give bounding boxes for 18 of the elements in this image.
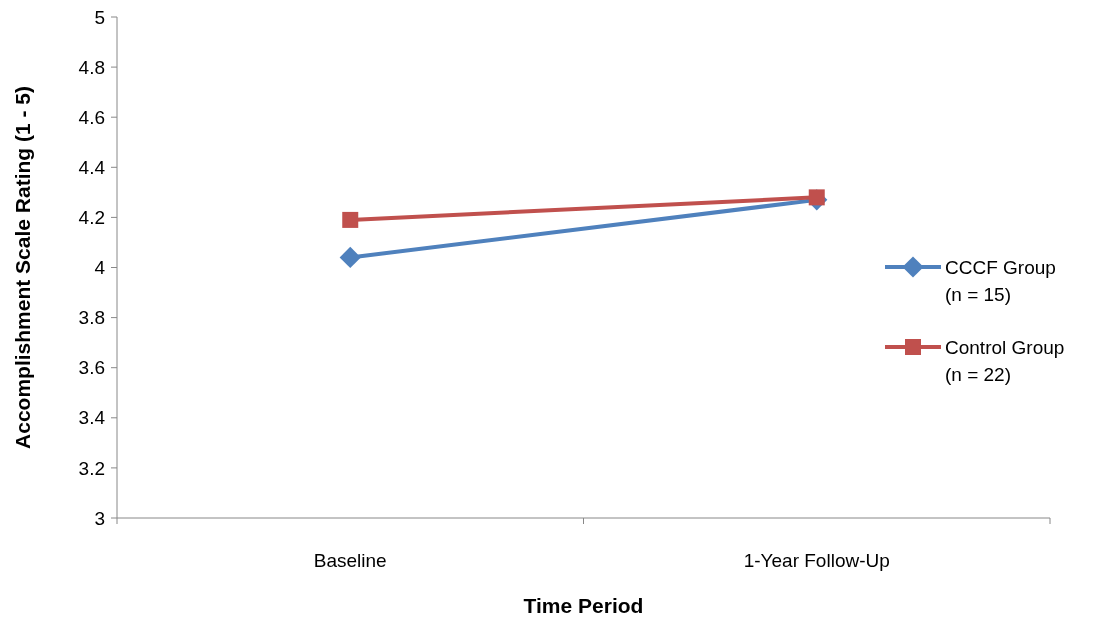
y-tick-label: 3.6 xyxy=(78,357,105,379)
y-tick-label: 4.4 xyxy=(78,156,106,178)
point xyxy=(342,211,359,228)
y-tick-label: 4.6 xyxy=(78,106,105,128)
y-tick-label: 3 xyxy=(94,507,105,529)
y-axis-title: Accomplishment Scale Rating (1 - 5) xyxy=(11,86,34,449)
x-tick-label: 1-Year Follow-Up xyxy=(743,550,890,571)
y-tick-label: 3.2 xyxy=(78,457,105,479)
legend-label: CCCF Group (n = 15) xyxy=(945,256,1056,306)
y-tick-label: 4 xyxy=(94,257,106,279)
y-tick-label: 5 xyxy=(94,6,105,28)
y-tick-label: 3.8 xyxy=(78,307,105,329)
y-tick-label: 4.2 xyxy=(78,207,105,229)
x-axis-title: Time Period xyxy=(523,594,644,617)
y-tick-label: 3.4 xyxy=(78,407,106,429)
legend-label: Control Group (n = 22) xyxy=(945,336,1065,386)
y-tick-label: 4.8 xyxy=(78,56,105,78)
x-tick-label: Baseline xyxy=(313,550,387,571)
